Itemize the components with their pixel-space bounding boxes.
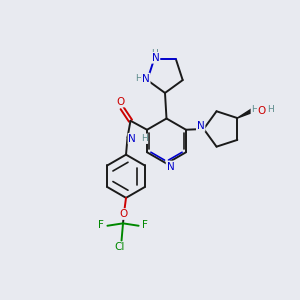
Text: H: H (268, 105, 274, 114)
Text: N: N (142, 74, 150, 84)
Text: O: O (116, 97, 125, 106)
Text: H: H (141, 134, 147, 143)
Text: H: H (251, 104, 258, 113)
Text: H: H (151, 50, 158, 58)
Text: O: O (258, 106, 266, 116)
Text: N: N (128, 134, 136, 144)
Text: O: O (120, 209, 128, 219)
Text: Cl: Cl (115, 242, 125, 252)
Text: F: F (98, 220, 104, 230)
Text: F: F (142, 220, 148, 230)
Text: N: N (167, 161, 174, 172)
Text: N: N (152, 53, 159, 63)
Text: H: H (136, 74, 142, 83)
Text: N: N (197, 121, 205, 131)
Polygon shape (237, 109, 253, 118)
